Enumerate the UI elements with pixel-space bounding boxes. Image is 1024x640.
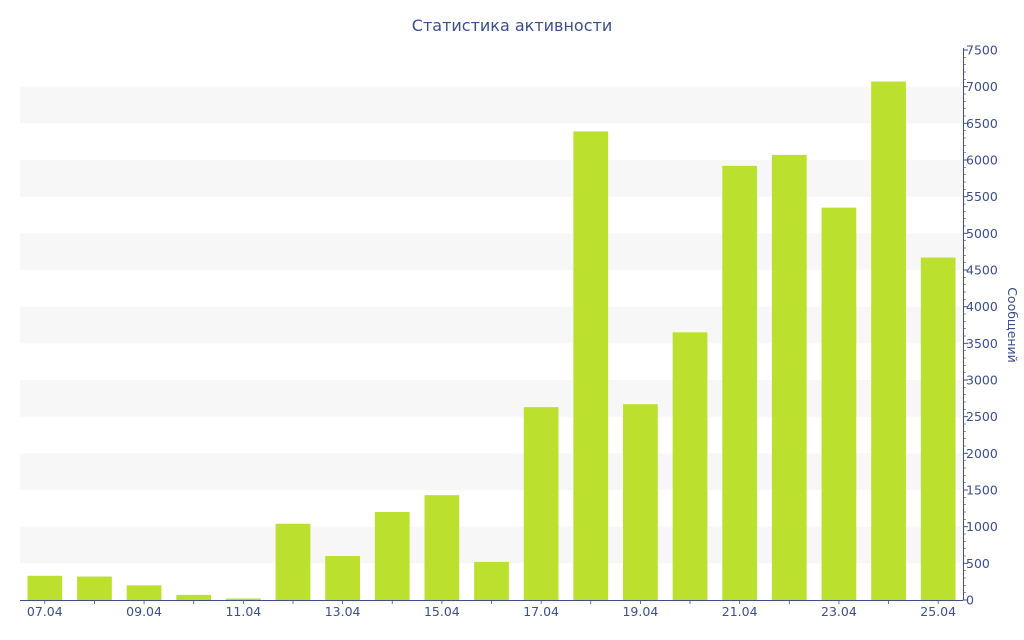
x-tick-label: 11.04 (225, 604, 261, 619)
x-tick-label: 23.04 (821, 604, 857, 619)
y-tick-label: 2000 (966, 446, 998, 461)
x-tick-label: 07.04 (27, 604, 63, 619)
bar: 08.04: 320 (77, 576, 112, 600)
y-tick-label: 2500 (966, 409, 998, 424)
x-tick-label: 13.04 (325, 604, 361, 619)
bar: 23.04: 5350 (821, 207, 857, 600)
y-tick-label: 6000 (966, 153, 998, 168)
bar: 20.04: 3650 (672, 332, 708, 600)
bar-series: 07.04: 330 08.04: 320 09.04: 200 10.04: 70 1… (27, 81, 956, 601)
bar: 13.04: 600 (325, 556, 360, 600)
bar: 10.04: 70 (176, 594, 212, 600)
bar: 12.04: 1040 (275, 523, 311, 600)
chart-title: Статистика активности (412, 16, 612, 35)
bar: 19.04: 2670 (623, 404, 658, 600)
bar: 07.04: 330 (27, 575, 63, 600)
bar: 24.04: 7070 (871, 81, 906, 601)
bar: 22.04: 6070 (771, 154, 807, 600)
x-axis: 07.04 09.04 11.04 13.04 15.04 17.04 19.04 21.04… (20, 600, 963, 619)
y-axis: 0 500 1000 1500 2000 2500 3000 3500 4000 4500 5000… (963, 43, 998, 608)
bar: 25.04: 4670 (920, 257, 956, 600)
x-tick-label: 19.04 (622, 604, 658, 619)
bar: 17.04: 2630 (523, 407, 559, 600)
bar: 14.04: 1200 (374, 512, 410, 600)
bar: 21.04: 5920 (722, 165, 758, 600)
y-tick-label: 3500 (966, 336, 998, 351)
y-tick-label: 500 (966, 556, 990, 571)
bar: 09.04: 200 (126, 585, 162, 600)
x-tick-label: 09.04 (126, 604, 162, 619)
bar: 15.04: 1430 (424, 495, 460, 600)
y-tick-label: 4000 (966, 299, 998, 314)
y-tick-label: 1000 (966, 519, 998, 534)
y-tick-label: 6500 (966, 116, 998, 131)
y-axis-title: Сообщений (1005, 287, 1020, 363)
x-tick-label: 21.04 (722, 604, 758, 619)
bar: 11.04: 20 (225, 598, 261, 600)
y-tick-label: 3000 (966, 373, 998, 388)
grid-band (20, 160, 963, 197)
grid-band (20, 86, 963, 124)
bar: 16.04: 520 (474, 561, 509, 600)
x-tick-label: 25.04 (920, 604, 956, 619)
y-tick-label: 4500 (966, 263, 998, 278)
x-tick-label: 15.04 (424, 604, 460, 619)
y-tick-label: 5000 (966, 226, 998, 241)
y-tick-label: 0 (966, 593, 974, 608)
y-tick-label: 7500 (966, 43, 998, 58)
bar: 18.04: 6390 (573, 131, 609, 600)
y-tick-label: 1500 (966, 483, 998, 498)
x-tick-label: 17.04 (523, 604, 559, 619)
y-tick-label: 7000 (966, 79, 998, 94)
y-tick-label: 5500 (966, 189, 998, 204)
